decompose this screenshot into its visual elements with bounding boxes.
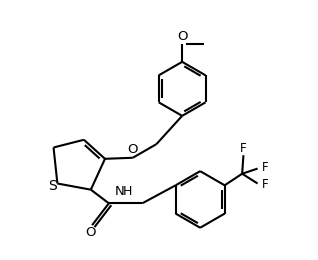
Text: O: O bbox=[177, 30, 187, 43]
Text: H: H bbox=[123, 185, 132, 198]
Text: S: S bbox=[48, 179, 57, 193]
Text: F: F bbox=[261, 178, 268, 191]
Text: N: N bbox=[114, 185, 124, 198]
Text: O: O bbox=[85, 226, 95, 239]
Text: F: F bbox=[240, 142, 247, 155]
Text: F: F bbox=[261, 161, 268, 174]
Text: O: O bbox=[128, 143, 138, 156]
